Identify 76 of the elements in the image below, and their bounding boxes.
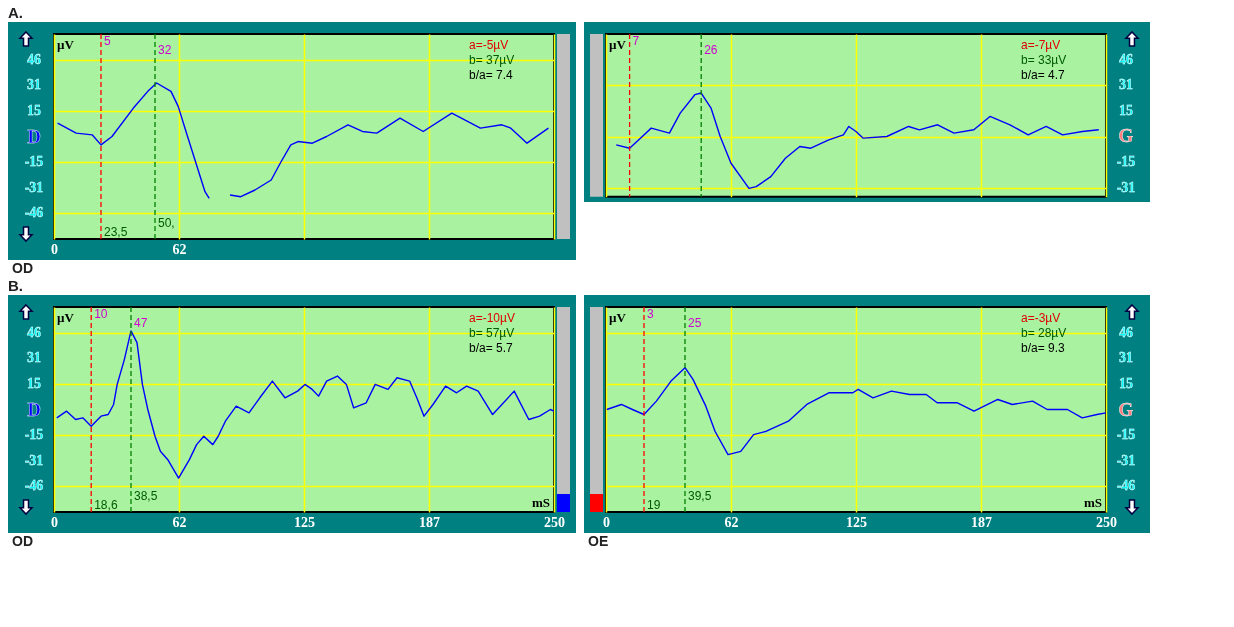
x-tick-label: 0 <box>51 514 58 530</box>
y-tick-label: 31 <box>1119 77 1133 93</box>
x-tick-label: 250 <box>1096 514 1117 530</box>
annotation: a=-5µV <box>469 38 509 52</box>
y-tick-label: -31 <box>24 179 44 195</box>
y-tick-label: 46 <box>27 51 41 67</box>
annotation: 10 <box>94 307 108 322</box>
y-tick-label: 15 <box>1119 375 1133 391</box>
line-series <box>56 330 554 479</box>
y-tick-label: 15 <box>27 375 41 391</box>
y-tick-label: 15 <box>27 102 41 118</box>
y-tick-label: -31 <box>1116 452 1136 468</box>
y-tick-label: 31 <box>1119 350 1133 366</box>
annotation: b/a= 9.3 <box>1021 341 1066 355</box>
y-tick-label: -46 <box>1116 478 1136 494</box>
text: OD <box>11 260 34 277</box>
x-axis-title: mS <box>531 495 550 510</box>
chart-title: A. <box>8 4 24 22</box>
x-tick-label: 187 <box>971 514 992 530</box>
annotation: 26 <box>704 42 718 57</box>
annotation: 25 <box>688 315 702 330</box>
annotation: 5 <box>104 34 111 49</box>
y-tick-label: 15 <box>1119 102 1133 118</box>
chart-title: B. <box>8 277 24 295</box>
y-tick-label: G <box>1118 398 1134 420</box>
x-tick-label: 125 <box>294 514 315 530</box>
y-axis-title: µV <box>57 310 75 325</box>
y-tick-label: G <box>1118 125 1134 147</box>
annotation: 19 <box>647 497 661 512</box>
y-tick-label: 31 <box>27 350 41 366</box>
y-tick-label: -31 <box>24 452 44 468</box>
text: OE <box>587 533 610 550</box>
line-series <box>615 92 1100 190</box>
y-axis-title: µV <box>609 37 627 52</box>
x-tick-label: 62 <box>172 241 187 257</box>
x-tick-label: 0 <box>603 514 610 530</box>
y-tick-label: D <box>27 398 41 420</box>
y-tick-label: -46 <box>24 478 44 494</box>
y-tick-label: -15 <box>24 427 44 443</box>
annotation: 3 <box>647 307 654 322</box>
y-tick-label: 46 <box>27 324 41 340</box>
x-axis-title: mS <box>1083 495 1102 510</box>
annotation: 39,5 <box>688 489 712 504</box>
annotation: a=-7µV <box>1020 38 1061 52</box>
annotation: 7 <box>632 34 640 49</box>
y-axis-title: µV <box>609 310 627 325</box>
y-tick-label: 46 <box>1119 51 1133 67</box>
annotation: b/a= 7.4 <box>469 68 514 82</box>
y-tick-label: -31 <box>1116 179 1136 195</box>
annotation: a=-10µV <box>469 311 515 325</box>
annotation: b= 33µV <box>1020 53 1067 67</box>
x-tick-label: 62 <box>724 514 739 530</box>
annotation: 47 <box>134 315 148 330</box>
x-tick-label: 62 <box>172 514 187 530</box>
annotation: a=-3µV <box>1021 311 1061 325</box>
x-tick-label: 0 <box>51 241 58 257</box>
x-tick-label: 187 <box>419 514 440 530</box>
annotation: 32 <box>158 42 172 57</box>
y-tick-label: -15 <box>1116 427 1136 443</box>
x-tick-label: 250 <box>544 514 565 530</box>
line-series <box>606 367 1106 456</box>
y-axis-title: µV <box>57 37 75 52</box>
annotation: b/a= 4.7 <box>1020 68 1065 82</box>
y-tick-label: D <box>27 125 41 147</box>
annotation: 38,5 <box>134 489 158 504</box>
y-tick-label: 31 <box>27 77 41 93</box>
text: OD <box>11 533 34 550</box>
annotation: b/a= 5.7 <box>469 341 514 355</box>
y-tick-label: -15 <box>1116 154 1136 170</box>
y-tick-label: -46 <box>24 205 44 221</box>
x-tick-label: 125 <box>846 514 867 530</box>
annotation: 23,5 <box>104 224 128 239</box>
y-tick-label: -15 <box>24 154 44 170</box>
annotation: 50, <box>158 216 175 231</box>
y-tick-label: 46 <box>1119 324 1133 340</box>
annotation: 18,6 <box>94 497 118 512</box>
